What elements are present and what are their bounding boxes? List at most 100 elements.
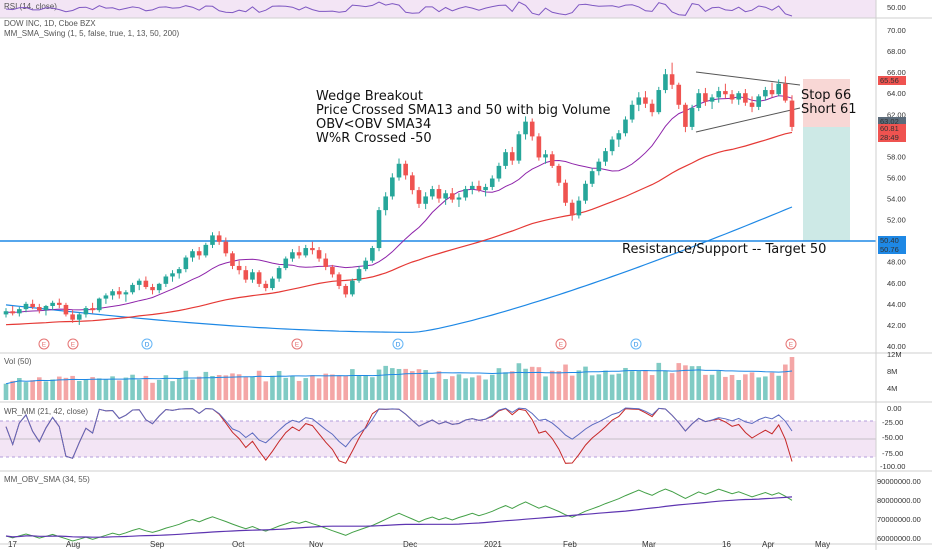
candle-body xyxy=(463,189,468,198)
candle-body xyxy=(290,252,295,259)
x-label: 2021 xyxy=(484,540,502,549)
annotation-2: Price Crossed SMA13 and 50 with big Volu… xyxy=(316,103,610,118)
volume-bar xyxy=(636,371,642,400)
candle-body xyxy=(569,202,575,216)
volume-bar xyxy=(669,373,675,400)
volume-bar xyxy=(709,374,715,400)
candle-body xyxy=(170,273,175,277)
x-label: 16 xyxy=(722,540,731,549)
volume-bar xyxy=(163,375,169,400)
wr-pane: WR_MM (21, 42, close) 0.00 -25.00 -50.00… xyxy=(0,404,905,471)
volume-bar xyxy=(509,371,515,400)
candle-body xyxy=(143,280,149,288)
candle-body xyxy=(430,189,435,197)
candle-body xyxy=(663,74,668,91)
volume-bar xyxy=(449,376,455,400)
volume-bar xyxy=(223,375,229,400)
price-pane: DOW INC, 1D, Cboe BZX MM_SMA_Swing (1, 5… xyxy=(0,19,906,351)
volume-bar xyxy=(536,367,542,400)
vol-label: Vol (50) xyxy=(4,357,32,366)
candle-body xyxy=(56,302,62,305)
candle-body xyxy=(589,171,595,184)
x-label: Mar xyxy=(642,540,656,549)
volume-bar xyxy=(723,376,728,400)
candle-body xyxy=(330,267,335,275)
candle-body xyxy=(483,186,488,191)
volume-bar xyxy=(743,374,748,400)
svg-text:-100.00: -100.00 xyxy=(880,462,905,471)
candle-body xyxy=(150,287,155,291)
candle-body xyxy=(523,121,528,135)
volume-bar xyxy=(596,374,602,400)
candle-body xyxy=(763,90,768,97)
volume-bar xyxy=(83,379,89,400)
volume-bar xyxy=(589,375,595,400)
volume-bar xyxy=(583,366,588,400)
volume-bar xyxy=(463,378,468,400)
volume-bar xyxy=(343,375,349,400)
volume-bar xyxy=(330,374,335,400)
x-label: May xyxy=(815,540,830,549)
candle-body xyxy=(17,309,22,314)
volume-bar xyxy=(123,377,129,400)
svg-text:80000000.00: 80000000.00 xyxy=(877,496,921,505)
volume-bar xyxy=(436,371,442,400)
volume-bar xyxy=(276,370,282,400)
candle-body xyxy=(716,91,722,98)
volume-bar xyxy=(230,373,235,400)
svg-text:D: D xyxy=(145,342,150,349)
candle-body xyxy=(23,303,29,310)
candle-body xyxy=(616,133,622,140)
candle-body xyxy=(769,90,775,95)
price-badge-6: 50.76 xyxy=(878,245,906,254)
candle-body xyxy=(230,253,235,266)
candle-body xyxy=(709,97,715,102)
volume-bar xyxy=(376,369,382,400)
candle-body xyxy=(37,307,42,311)
price-badge-4: 28:49 xyxy=(878,133,906,142)
obv-label: MM_OBV_SMA (34, 55) xyxy=(4,475,90,484)
volume-bar xyxy=(776,375,781,400)
price-tick: 56.00 xyxy=(887,173,906,182)
candle-body xyxy=(536,136,542,158)
volume-pane: Vol (50) 12M 8M 4M xyxy=(3,350,902,400)
volume-bar xyxy=(416,369,422,400)
volume-bar xyxy=(37,377,42,400)
rsi-pane: RSI (14, close) 50.00 xyxy=(0,0,932,19)
volume-bar xyxy=(290,375,295,400)
candle-body xyxy=(356,269,362,281)
volume-bar xyxy=(629,371,635,400)
volume-bar xyxy=(303,378,309,400)
svg-text:63.02: 63.02 xyxy=(880,117,899,126)
volume-bar xyxy=(150,382,155,400)
candle-body xyxy=(50,302,55,306)
candle-body xyxy=(556,165,562,183)
volume-bar xyxy=(763,376,768,400)
annotation-4: W%R Crossed -50 xyxy=(316,131,432,146)
price-tick: 68.00 xyxy=(887,47,906,56)
candle-body xyxy=(636,97,642,105)
x-label: 17 xyxy=(8,540,17,549)
candle-body xyxy=(410,175,415,191)
volume-bar xyxy=(10,380,15,400)
candle-body xyxy=(216,235,222,242)
symbol-title: DOW INC, 1D, Cboe BZX xyxy=(4,19,96,28)
svg-text:E: E xyxy=(42,342,47,349)
price-tick: 42.00 xyxy=(887,321,906,330)
price-tick: 44.00 xyxy=(887,300,906,309)
vol-tick-4m: 4M xyxy=(887,384,897,393)
volume-bar xyxy=(356,375,362,400)
sma-swing-label: MM_SMA_Swing (1, 5, false, true, 1, 13, … xyxy=(4,29,180,38)
volume-bars xyxy=(3,357,795,400)
candle-body xyxy=(210,235,215,245)
price-tick: 40.00 xyxy=(887,342,906,351)
candle-body xyxy=(543,154,548,158)
volume-bar xyxy=(683,365,688,400)
volume-bar xyxy=(769,372,775,400)
candle-body xyxy=(563,182,568,203)
candle-body xyxy=(443,193,448,199)
candle-body xyxy=(3,311,9,315)
x-label: Nov xyxy=(309,540,323,549)
volume-bar xyxy=(216,374,222,400)
